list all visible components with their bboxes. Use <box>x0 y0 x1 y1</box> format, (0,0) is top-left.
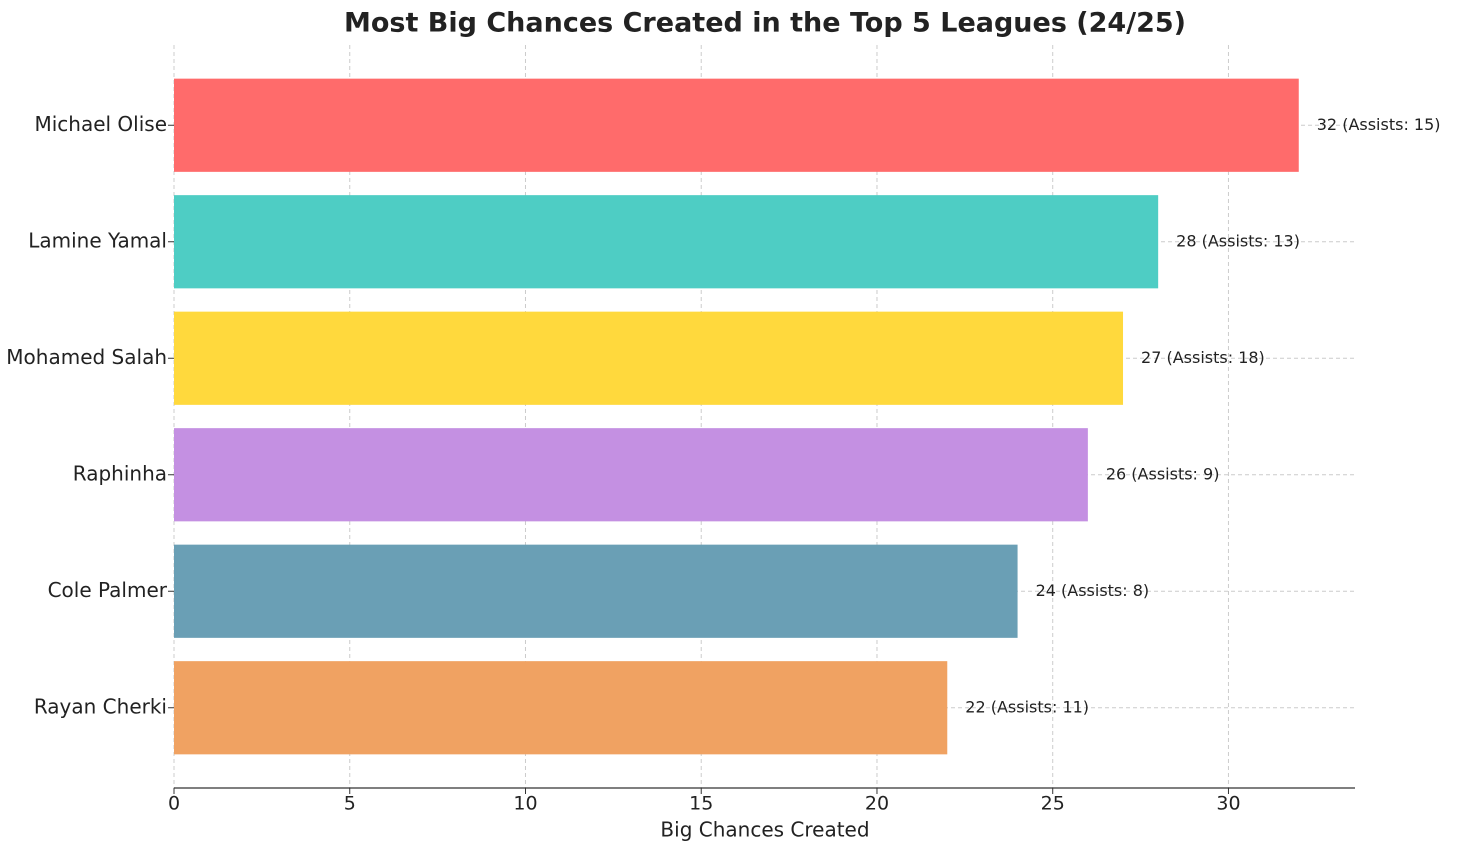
x-axis-label: Big Chances Created <box>660 818 869 842</box>
x-tick-label: 0 <box>168 793 180 815</box>
x-tick-label: 20 <box>865 793 889 815</box>
y-tick-label: Rayan Cherki <box>34 694 167 718</box>
data-label: 32 (Assists: 15) <box>1317 115 1441 134</box>
x-tick-label: 10 <box>513 793 537 815</box>
bar <box>174 661 948 755</box>
bar <box>174 544 1018 638</box>
data-label: 28 (Assists: 13) <box>1176 231 1300 250</box>
x-tick-label: 25 <box>1041 793 1065 815</box>
data-label: 24 (Assists: 8) <box>1036 581 1150 600</box>
bar <box>174 311 1124 405</box>
data-label: 22 (Assists: 11) <box>965 697 1089 716</box>
x-tick-label: 15 <box>689 793 713 815</box>
y-tick-label: Cole Palmer <box>48 578 168 602</box>
bar <box>174 195 1159 289</box>
y-tick-label: Lamine Yamal <box>28 228 167 252</box>
x-tick-label: 5 <box>344 793 356 815</box>
y-tick-label: Raphinha <box>73 461 167 485</box>
bar <box>174 78 1299 172</box>
data-label: 27 (Assists: 18) <box>1141 348 1265 367</box>
y-tick-label: Michael Olise <box>34 112 167 136</box>
x-tick-label: 30 <box>1216 793 1240 815</box>
bar <box>174 428 1088 522</box>
chart-title: Most Big Chances Created in the Top 5 Le… <box>344 8 1186 39</box>
data-label: 26 (Assists: 9) <box>1106 464 1220 483</box>
y-tick-label: Mohamed Salah <box>6 345 167 369</box>
